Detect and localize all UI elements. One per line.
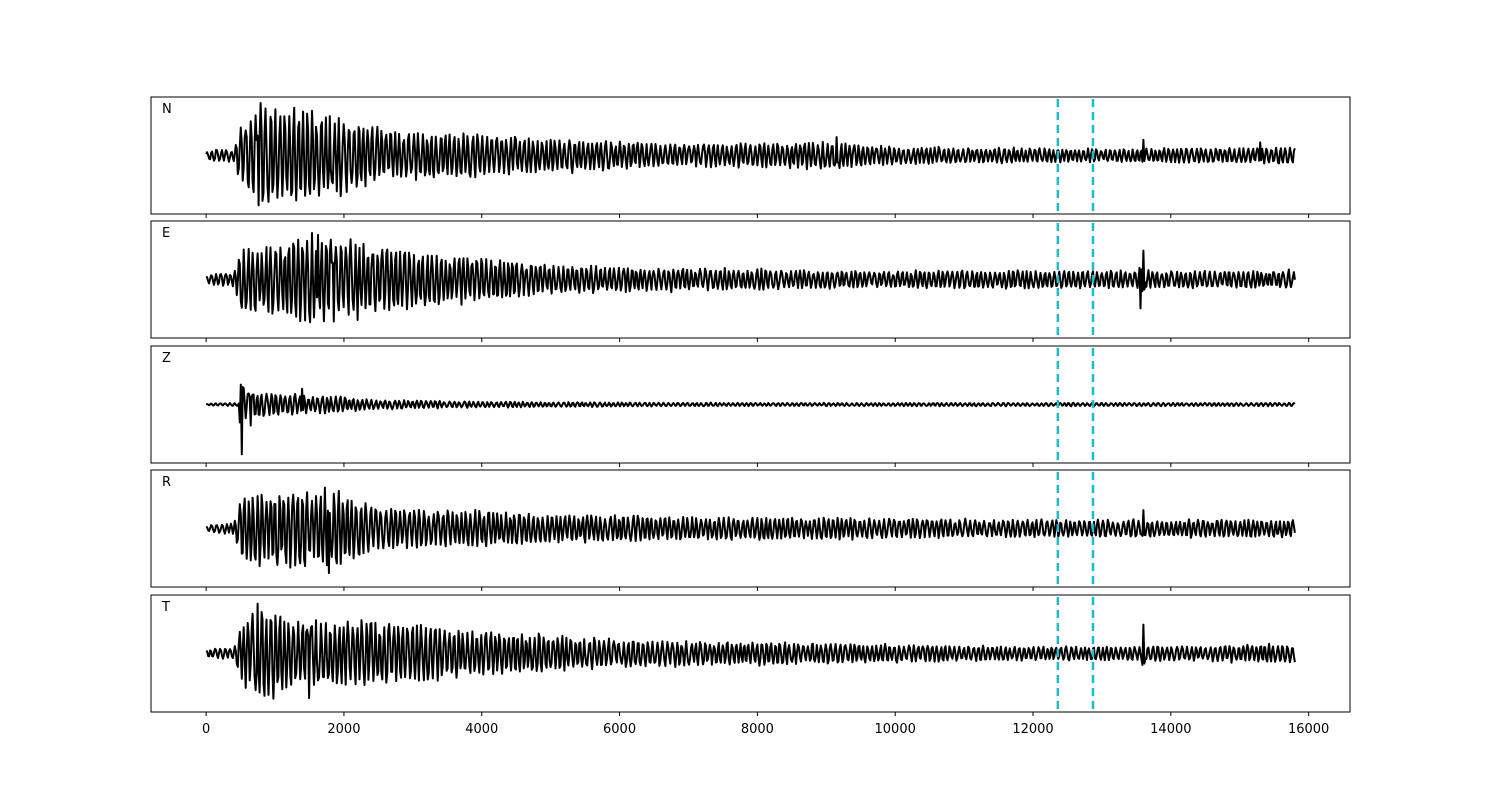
- x-tick-label: 12000: [1012, 722, 1053, 737]
- x-tick-label: 4000: [465, 722, 498, 737]
- x-tick-label: 2000: [327, 722, 360, 737]
- x-tick-label: 6000: [603, 722, 636, 737]
- x-tick-label: 14000: [1150, 722, 1191, 737]
- channel-label: R: [162, 475, 171, 490]
- panel-r: R: [150, 469, 1351, 591]
- x-tick-label: 16000: [1288, 722, 1329, 737]
- panel-frame: [150, 469, 1351, 588]
- x-tick-label: 0: [202, 722, 210, 737]
- x-axis: 0 2000 4000 6000 8000 10000 12000 14000 16000: [202, 722, 1329, 737]
- channel-label: Z: [162, 351, 171, 366]
- panel-n: N: [150, 96, 1351, 218]
- panel-z: Z: [150, 345, 1351, 467]
- channel-label: T: [161, 600, 170, 615]
- trace-e: [205, 232, 1296, 324]
- trace-t: [205, 602, 1296, 700]
- x-tick-label: 10000: [875, 722, 916, 737]
- panel-frame: [150, 594, 1351, 713]
- panel-frame: [150, 345, 1351, 464]
- panel-frame: [150, 220, 1351, 339]
- trace-r: [205, 486, 1296, 575]
- panel-e: E: [150, 220, 1351, 342]
- channel-label: E: [162, 226, 170, 241]
- panels-group: N E Z R T: [150, 96, 1351, 716]
- x-tick-label: 8000: [741, 722, 774, 737]
- trace-z: [206, 383, 1296, 456]
- panel-t: T: [150, 594, 1351, 716]
- trace-n: [205, 102, 1296, 207]
- panel-frame: [150, 96, 1351, 215]
- channel-label: N: [162, 102, 172, 117]
